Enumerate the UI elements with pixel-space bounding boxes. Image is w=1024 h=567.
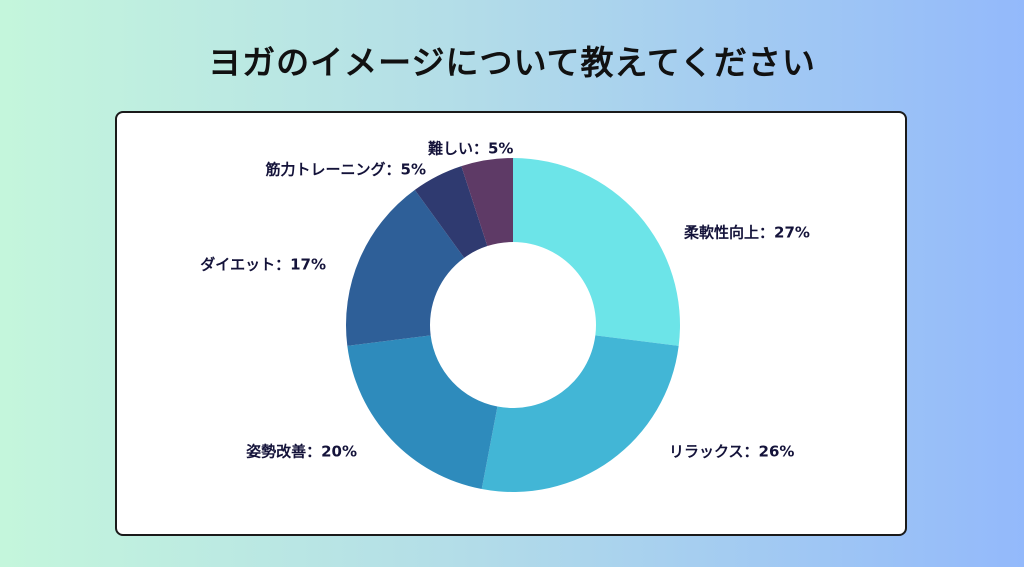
donut-slice-4 — [346, 189, 465, 346]
donut-slice-6 — [461, 158, 513, 247]
slice-label-6: 難しい：5% — [428, 140, 513, 158]
donut-slice-1 — [513, 158, 680, 346]
page-title: ヨガのイメージについて教えてください — [208, 43, 816, 82]
slice-label-2: リラックス：26% — [669, 443, 794, 461]
slice-label-4: ダイエット：17% — [200, 256, 326, 274]
chart-card: 柔軟性向上：27% リラックス：26% 姿勢改善：20% ダイエット：17% 筋力トレー… — [115, 111, 907, 536]
slice-label-3: 姿勢改善：20% — [246, 443, 357, 461]
donut-slice-3 — [347, 335, 498, 490]
donut-slice-2 — [481, 335, 679, 492]
slice-label-1: 柔軟性向上：27% — [684, 224, 810, 242]
donut-chart: 柔軟性向上：27% リラックス：26% 姿勢改善：20% ダイエット：17% 筋力トレー… — [200, 140, 810, 492]
slice-label-5: 筋力トレーニング：5% — [265, 161, 426, 179]
donut-slice-5 — [414, 166, 488, 258]
